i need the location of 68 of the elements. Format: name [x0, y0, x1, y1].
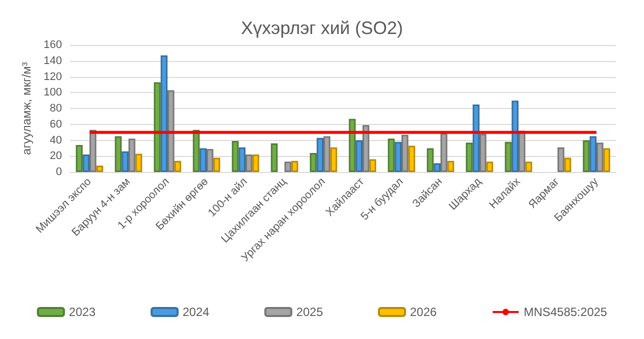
- bar: [558, 147, 564, 172]
- bar: [122, 151, 128, 172]
- bar: [291, 160, 298, 172]
- bar: [486, 162, 494, 172]
- bar: [316, 138, 324, 172]
- bar: [402, 134, 408, 172]
- bar: [447, 160, 454, 172]
- legend-label: MNS4585:2025: [524, 305, 608, 319]
- y-tick-label: 100: [44, 86, 62, 99]
- bar: [238, 147, 246, 172]
- y-tick-label: 40: [50, 134, 62, 146]
- bar: [284, 162, 292, 172]
- y-tick-label: 60: [50, 118, 62, 130]
- y-tick-label: 80: [50, 102, 62, 114]
- bar: [270, 143, 278, 172]
- legend-label: 2026: [410, 305, 438, 319]
- bar: [348, 118, 356, 172]
- legend-label: 2023: [68, 305, 96, 319]
- bar: [564, 158, 572, 172]
- bar: [200, 148, 206, 172]
- bar: [518, 130, 526, 172]
- bar: [246, 154, 252, 172]
- y-tick-label: 20: [50, 150, 62, 162]
- bar: [174, 160, 182, 172]
- bar: [232, 141, 239, 172]
- bar: [426, 148, 434, 172]
- bar: [408, 146, 416, 172]
- y-tick-label: 0: [56, 166, 62, 178]
- bar: [369, 159, 376, 172]
- bar: [135, 154, 142, 172]
- bar: [472, 104, 480, 172]
- bar: [596, 142, 604, 172]
- bar: [582, 140, 590, 172]
- y-axis-title: агууламж, мкг/м³: [20, 62, 34, 155]
- y-tick-label: 160: [44, 39, 62, 51]
- bar: [160, 55, 168, 172]
- bar: [434, 163, 440, 172]
- bar: [590, 136, 596, 172]
- chart-title: Хүхэрлэг хий (SO2): [241, 18, 403, 38]
- bar: [76, 145, 83, 172]
- y-tick-label: 140: [44, 54, 62, 67]
- bar: [603, 148, 610, 172]
- bar: [512, 100, 518, 172]
- bar: [252, 154, 260, 172]
- bar: [480, 134, 486, 172]
- bar: [82, 154, 90, 172]
- legend-label: 2025: [296, 305, 324, 319]
- bar: [525, 162, 532, 172]
- bar: [362, 125, 370, 172]
- bar: [504, 142, 512, 172]
- bar: [128, 138, 136, 172]
- bar: [356, 140, 362, 172]
- bar: [324, 136, 330, 172]
- bar: [206, 148, 214, 172]
- legend-label: 2024: [182, 305, 210, 319]
- bar: [394, 142, 402, 172]
- bar: [388, 138, 395, 172]
- bar: [466, 142, 473, 172]
- bar: [440, 133, 448, 172]
- bar: [330, 147, 338, 172]
- bar: [90, 130, 96, 172]
- bar: [96, 166, 104, 172]
- y-tick-label: 120: [44, 70, 62, 83]
- bar: [114, 136, 122, 172]
- bar: [168, 90, 174, 172]
- bar: [154, 82, 161, 172]
- bar: [310, 152, 317, 172]
- bar: [213, 158, 220, 172]
